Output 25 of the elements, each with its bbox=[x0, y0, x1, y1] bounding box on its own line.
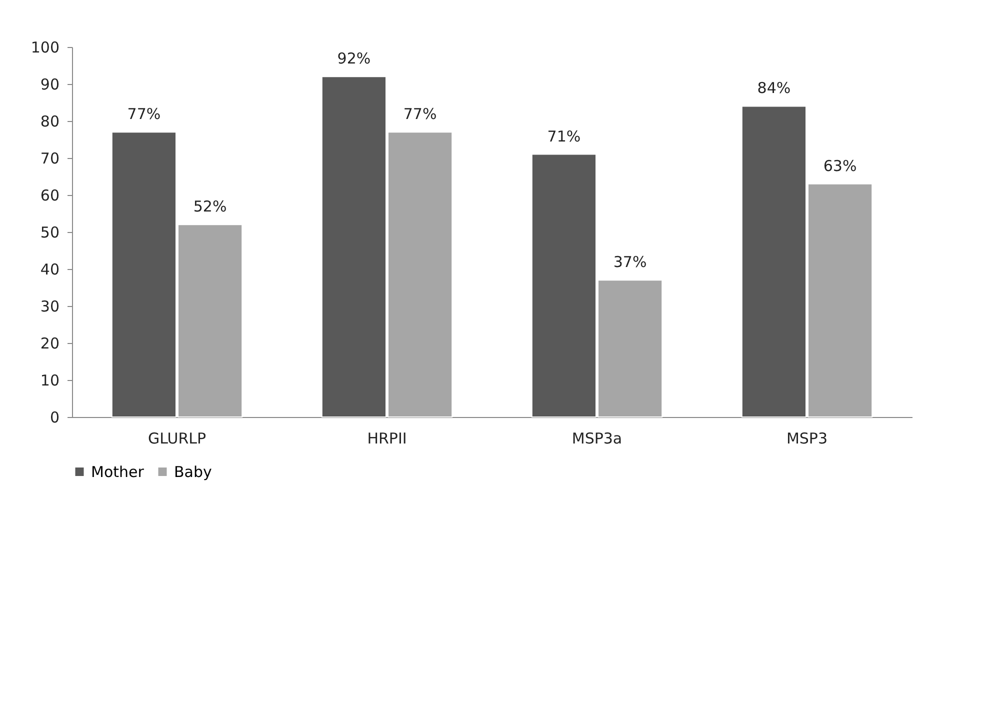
data-label: 63% bbox=[823, 156, 857, 175]
y-tick-label: 80 bbox=[40, 112, 60, 130]
y-tick-label: 20 bbox=[40, 334, 60, 352]
y-tick-label: 30 bbox=[40, 298, 60, 316]
data-label: 77% bbox=[403, 105, 437, 124]
legend-label: Baby bbox=[174, 462, 212, 481]
data-label: 77% bbox=[127, 105, 161, 124]
data-label: 84% bbox=[757, 79, 791, 98]
y-tick-label: 50 bbox=[40, 224, 60, 242]
x-tick-label: GLURLP bbox=[148, 430, 206, 448]
legend-label: Mother bbox=[91, 462, 145, 481]
y-tick-label: 60 bbox=[40, 186, 60, 204]
y-tick-label: 40 bbox=[40, 260, 60, 278]
data-label: 71% bbox=[547, 127, 581, 146]
data-label: 52% bbox=[193, 198, 227, 216]
y-tick-label: 90 bbox=[40, 76, 60, 94]
y-tick-label: 100 bbox=[30, 38, 60, 56]
x-tick-label: MSP3 bbox=[786, 430, 828, 448]
x-tick-label: MSP3a bbox=[572, 430, 622, 448]
y-tick-label: 10 bbox=[40, 372, 60, 390]
x-tick-label: HRPII bbox=[367, 430, 407, 448]
data-label: 37% bbox=[613, 253, 647, 272]
data-label: 92% bbox=[337, 50, 371, 68]
y-tick-label: 0 bbox=[50, 408, 60, 426]
y-tick-label: 70 bbox=[40, 150, 60, 168]
